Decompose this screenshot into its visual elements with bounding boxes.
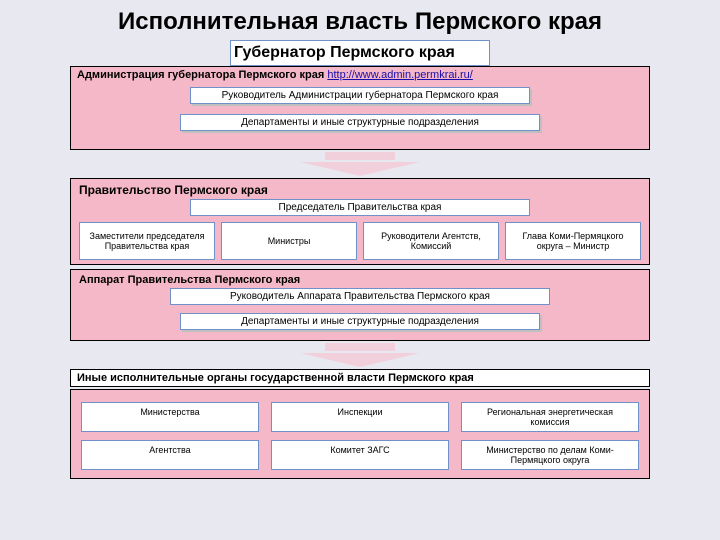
other-title: Иные исполнительные органы государственн…: [70, 369, 650, 387]
admin-depts-box: Департаменты и иные структурные подразде…: [180, 114, 540, 131]
government-band: Правительство Пермского края Председател…: [70, 178, 650, 265]
other-komi-ministry: Министерство по делам Коми-Пермяцкого ок…: [461, 440, 639, 470]
other-inspections: Инспекции: [271, 402, 449, 432]
arrow-1-stem: [325, 152, 395, 160]
governor-box: Губернатор Пермского края: [230, 40, 490, 66]
page-title: Исполнительная власть Пермского края: [0, 0, 720, 40]
other-band: Министерства Инспекции Региональная энер…: [70, 389, 650, 479]
government-title: Правительство Пермского края: [79, 183, 641, 197]
gov-col-agency-heads: Руководители Агентств, Комиссий: [363, 222, 499, 260]
arrow-2: [300, 353, 420, 367]
government-cols: Заместители председателя Правительства к…: [79, 222, 641, 260]
other-zags: Комитет ЗАГС: [271, 440, 449, 470]
arrow-1: [300, 162, 420, 176]
admin-title: Администрация губернатора Пермского края: [77, 69, 324, 81]
apparatus-head: Руководитель Аппарата Правительства Перм…: [170, 288, 550, 305]
apparatus-title: Аппарат Правительства Пермского края: [79, 274, 641, 286]
org-diagram: Губернатор Пермского края Администрация …: [70, 40, 650, 479]
other-row1: Министерства Инспекции Региональная энер…: [81, 402, 639, 432]
apparatus-depts: Департаменты и иные структурные подразде…: [180, 313, 540, 330]
other-rec: Региональная энергетическая комиссия: [461, 402, 639, 432]
arrow-2-stem: [325, 343, 395, 351]
gov-col-komi-head: Глава Коми-Пермяцкого округа – Министр: [505, 222, 641, 260]
government-chair: Председатель Правительства края: [190, 199, 530, 216]
other-row2: Агентства Комитет ЗАГС Министерство по д…: [81, 440, 639, 470]
gov-col-ministers: Министры: [221, 222, 357, 260]
admin-head-box: Руководитель Администрации губернатора П…: [190, 87, 530, 104]
admin-link[interactable]: http://www.admin.permkrai.ru/: [327, 69, 473, 81]
governor-admin-band: Администрация губернатора Пермского края…: [70, 66, 650, 150]
gov-col-deputies: Заместители председателя Правительства к…: [79, 222, 215, 260]
other-agencies: Агентства: [81, 440, 259, 470]
apparatus-band: Аппарат Правительства Пермского края Рук…: [70, 269, 650, 341]
other-ministries: Министерства: [81, 402, 259, 432]
